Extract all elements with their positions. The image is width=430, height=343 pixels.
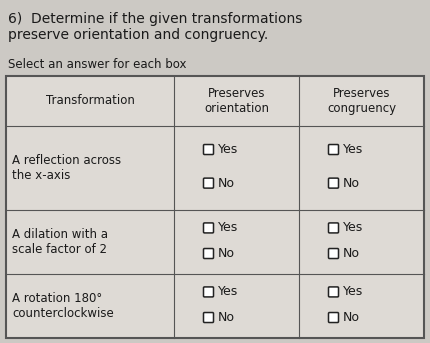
FancyBboxPatch shape — [329, 178, 338, 188]
Text: No: No — [343, 311, 359, 324]
FancyBboxPatch shape — [329, 249, 338, 259]
Text: 6)  Determine if the given transformations: 6) Determine if the given transformation… — [8, 12, 302, 26]
Text: Preserves
orientation: Preserves orientation — [204, 87, 269, 115]
Text: Yes: Yes — [218, 222, 238, 234]
Text: A rotation 180°
counterclockwise: A rotation 180° counterclockwise — [12, 292, 114, 320]
Text: Transformation: Transformation — [46, 95, 135, 107]
Text: No: No — [343, 247, 359, 260]
Text: No: No — [218, 247, 234, 260]
FancyBboxPatch shape — [329, 144, 338, 154]
Text: Yes: Yes — [343, 285, 363, 298]
Text: preserve orientation and congruency.: preserve orientation and congruency. — [8, 28, 268, 42]
FancyBboxPatch shape — [329, 287, 338, 297]
Text: A dilation with a
scale factor of 2: A dilation with a scale factor of 2 — [12, 228, 108, 256]
Bar — [6, 76, 424, 338]
Text: Yes: Yes — [343, 222, 363, 234]
Text: No: No — [343, 177, 359, 190]
Text: Yes: Yes — [218, 285, 238, 298]
FancyBboxPatch shape — [329, 223, 338, 233]
Text: A reflection across
the x-axis: A reflection across the x-axis — [12, 154, 121, 182]
FancyBboxPatch shape — [203, 312, 214, 322]
Text: No: No — [218, 311, 234, 324]
Text: Yes: Yes — [343, 143, 363, 156]
FancyBboxPatch shape — [203, 249, 214, 259]
FancyBboxPatch shape — [203, 287, 214, 297]
Bar — [6, 76, 424, 338]
FancyBboxPatch shape — [203, 178, 214, 188]
Text: Select an answer for each box: Select an answer for each box — [8, 58, 187, 71]
Text: Preserves
congruency: Preserves congruency — [327, 87, 396, 115]
Text: Yes: Yes — [218, 143, 238, 156]
FancyBboxPatch shape — [203, 223, 214, 233]
FancyBboxPatch shape — [329, 312, 338, 322]
FancyBboxPatch shape — [203, 144, 214, 154]
Text: No: No — [218, 177, 234, 190]
